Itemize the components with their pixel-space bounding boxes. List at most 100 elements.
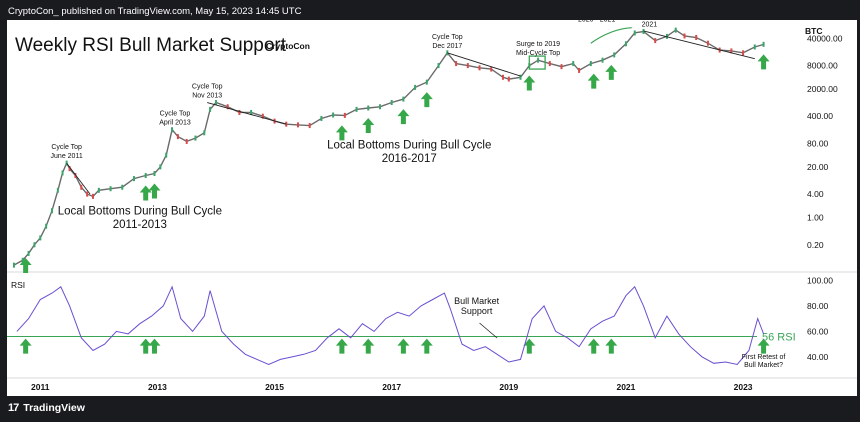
cycle-trendline [447,52,521,77]
rsi-bottom-arrow-icon [523,338,536,354]
price-candle-mark [742,50,745,56]
rsi-tick-label: 40.00 [807,352,829,362]
rsi-bottom-arrow-icon [605,338,618,354]
price-bottom-arrow-icon [757,54,770,70]
price-bottom-arrow-icon [19,258,32,273]
price-candle-mark [97,187,100,193]
price-candle-mark [378,104,381,110]
price-candle-mark [86,191,89,197]
local-bottoms-label: Local Bottoms During Bull Cycle [327,139,491,151]
chart-panel: Weekly RSI Bull Market Support CryptoCon B… [7,8,857,396]
time-tick-label: 2017 [382,382,401,392]
price-candle-mark [109,186,112,192]
price-candle-mark [61,170,64,176]
rsi-bottom-arrow-icon [587,338,600,354]
price-candle-mark [250,109,253,115]
cycle-annotation-label: Cycle Top [192,84,223,91]
rsi-tick-label: 100.00 [807,275,833,285]
cycle-annotation-label: Mid-Cycle Top [516,50,560,57]
price-candle-mark [74,173,77,179]
first-retest-label: Bull Market? [744,362,783,369]
cycle-annotation-label: April 2013 [159,120,191,127]
price-candle-mark [121,184,124,190]
price-tick-label: 1.00 [807,213,824,223]
price-candle-mark [490,66,493,72]
price-candle-mark [478,65,481,71]
price-candle-mark [176,134,179,140]
price-candle-mark [50,208,53,214]
time-tick-label: 2021 [616,382,635,392]
price-bottom-arrow-icon [587,73,600,89]
price-axis-unit: BTC [805,26,822,36]
price-candle-mark [80,184,83,190]
price-tick-label: 2000.00 [807,84,838,94]
price-candle-mark [68,166,71,172]
time-tick-label: 2019 [499,382,518,392]
price-candle-mark [45,223,48,229]
cycle-trendline [643,30,755,60]
brand-label: TradingView [23,402,85,414]
price-candle-mark [762,41,765,47]
price-candle-mark [214,100,217,106]
price-bottom-arrow-icon [139,185,152,201]
rsi-threshold-label: 56 RSI [762,331,796,343]
local-bottoms-label: Local Bottoms During Bull Cycle [58,205,222,217]
price-candle-mark [91,193,94,199]
rsi-tick-label: 80.00 [807,301,829,311]
cycle-trendline [66,162,91,195]
cycle-annotation-label: Cycle Top [160,111,191,118]
cycle-trendline [207,102,287,125]
mid-cycle-highlight-box [528,55,546,70]
price-candle-mark [171,127,174,133]
price-candle-mark [683,33,686,39]
price-bottom-arrow-icon [605,64,618,80]
price-candle-mark [165,152,168,158]
time-tick-label: 2013 [148,382,167,392]
chart-subtitle: CryptoCon [266,41,310,51]
price-candle-mark [226,104,229,110]
price-candle-mark [730,48,733,54]
price-candle-mark [185,138,188,144]
rsi-bottom-arrow-icon [148,338,161,354]
price-candle-mark [296,122,299,128]
price-candle-mark [548,61,551,67]
price-bottom-arrow-icon [362,118,375,134]
cycle-annotation-label: 2020 - 2021 [578,20,615,24]
price-candle-mark [613,52,616,58]
chart-title: Weekly RSI Bull Market Support [15,35,287,56]
rsi-pane-label: RSI [11,280,25,290]
price-candle-mark [578,67,581,73]
cycle-annotation-label: Nov 2013 [192,93,222,100]
price-bottom-arrow-icon [397,109,410,125]
price-candle-mark [706,40,709,46]
price-candle-mark [695,35,698,41]
price-candle-mark [390,100,393,106]
price-candle-mark [402,96,405,102]
rsi-bottom-arrow-icon [757,338,770,354]
time-tick-label: 2023 [734,382,753,392]
price-candle-mark [601,57,604,63]
bull-run-arrow [590,27,632,44]
price-candle-mark [33,242,36,248]
rsi-bottom-arrow-icon [335,338,348,354]
price-tick-label: 400.00 [807,111,833,121]
cycle-annotation-label: 2021 [642,21,658,28]
cycle-annotation-label: Dec 2017 [432,43,462,50]
price-candle-mark [507,76,510,82]
price-candle-mark [132,176,135,182]
cycle-annotation-label: Cycle Top [51,144,82,151]
local-bottoms-label: 2016-2017 [382,153,437,165]
price-candle-mark [633,30,636,36]
price-candle-mark [624,41,627,47]
price-candle-mark [437,63,440,69]
publisher-line: CryptoCon_ published on TradingView.com,… [8,6,302,17]
price-bottom-arrow-icon [148,183,161,199]
price-candle-mark [425,79,428,85]
price-candle-mark [39,235,42,241]
price-bottom-arrow-icon [420,92,433,108]
tradingview-logo-icon: 17 [8,402,19,414]
price-tick-label: 8000.00 [807,61,838,71]
price-candle-mark [308,123,311,129]
